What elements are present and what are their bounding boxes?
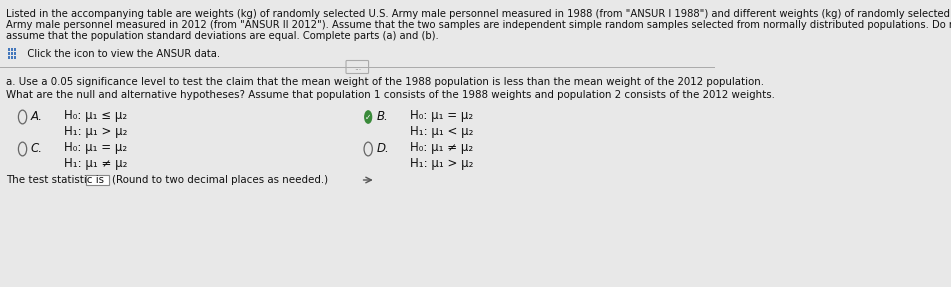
Text: What are the null and alternative hypotheses? Assume that population 1 consists : What are the null and alternative hypoth… <box>6 90 775 100</box>
Text: H₀: μ₁ = μ₂: H₀: μ₁ = μ₂ <box>64 141 127 154</box>
Ellipse shape <box>364 110 372 124</box>
Text: The test statistic is: The test statistic is <box>6 175 104 185</box>
Bar <box>13 52 16 55</box>
Text: Click the icon to view the ANSUR data.: Click the icon to view the ANSUR data. <box>18 49 221 59</box>
Text: A.: A. <box>30 110 43 123</box>
Bar <box>13 48 16 51</box>
Text: ✓: ✓ <box>365 113 372 121</box>
Text: Listed in the accompanying table are weights (kg) of randomly selected U.S. Army: Listed in the accompanying table are wei… <box>6 9 951 19</box>
Bar <box>13 56 16 59</box>
Bar <box>8 48 10 51</box>
Text: H₀: μ₁ ≤ μ₂: H₀: μ₁ ≤ μ₂ <box>64 110 127 123</box>
Text: Army male personnel measured in 2012 (from "ANSUR II 2012"). Assume that the two: Army male personnel measured in 2012 (fr… <box>6 20 951 30</box>
Text: H₀: μ₁ ≠ μ₂: H₀: μ₁ ≠ μ₂ <box>410 141 473 154</box>
Text: H₁: μ₁ ≠ μ₂: H₁: μ₁ ≠ μ₂ <box>64 156 127 170</box>
Text: ...: ... <box>354 63 360 71</box>
Text: B.: B. <box>377 110 388 123</box>
FancyBboxPatch shape <box>87 175 109 185</box>
Bar <box>10 48 12 51</box>
Text: (Round to two decimal places as needed.): (Round to two decimal places as needed.) <box>112 175 328 185</box>
Text: H₁: μ₁ > μ₂: H₁: μ₁ > μ₂ <box>410 156 473 170</box>
Text: assume that the population standard deviations are equal. Complete parts (a) and: assume that the population standard devi… <box>6 31 438 41</box>
Text: H₁: μ₁ < μ₂: H₁: μ₁ < μ₂ <box>410 125 473 137</box>
Bar <box>8 52 10 55</box>
Bar <box>8 56 10 59</box>
Text: H₁: μ₁ > μ₂: H₁: μ₁ > μ₂ <box>64 125 127 137</box>
FancyBboxPatch shape <box>346 61 369 73</box>
Text: H₀: μ₁ = μ₂: H₀: μ₁ = μ₂ <box>410 110 473 123</box>
Text: D.: D. <box>377 141 389 154</box>
Bar <box>10 56 12 59</box>
Bar <box>10 52 12 55</box>
Text: a. Use a 0.05 significance level to test the claim that the mean weight of the 1: a. Use a 0.05 significance level to test… <box>6 77 764 87</box>
Text: C.: C. <box>30 141 43 154</box>
